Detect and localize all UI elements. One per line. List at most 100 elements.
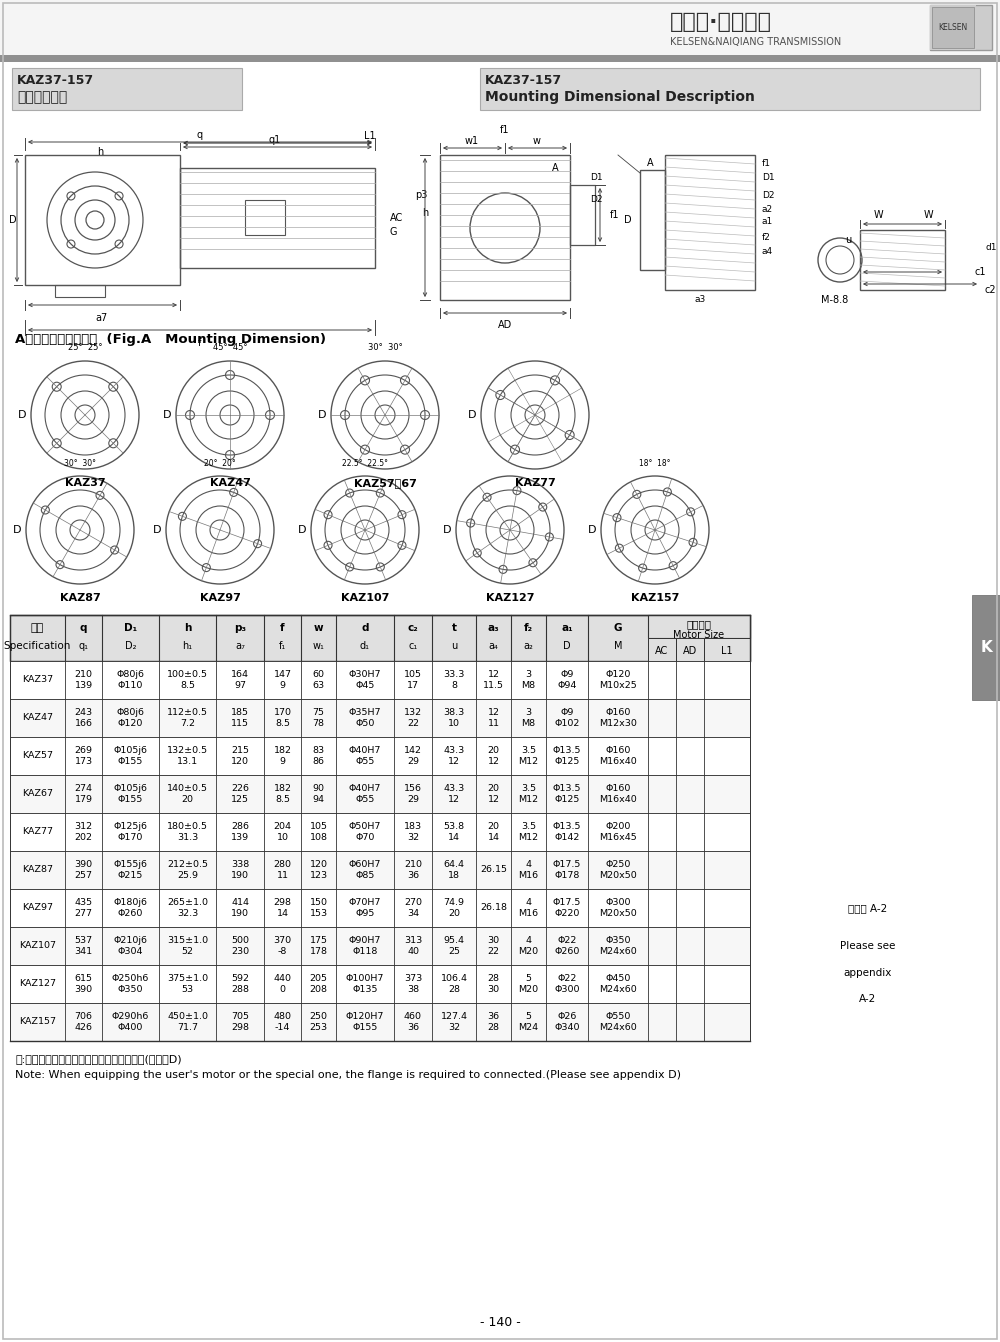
Text: Φ155j6
Φ215: Φ155j6 Φ215 xyxy=(114,860,148,880)
Text: 205
208: 205 208 xyxy=(310,973,328,994)
Text: 20
14: 20 14 xyxy=(488,821,500,843)
Text: Φ35H7
Φ50: Φ35H7 Φ50 xyxy=(349,707,381,729)
Text: Φ50H7
Φ70: Φ50H7 Φ70 xyxy=(349,821,381,843)
Text: 215
120: 215 120 xyxy=(231,746,249,766)
Bar xyxy=(55,285,105,297)
Text: a3: a3 xyxy=(694,294,706,303)
Text: 20°  20°: 20° 20° xyxy=(204,459,236,468)
Text: Φ22
Φ300: Φ22 Φ300 xyxy=(554,973,580,994)
Text: KAZ77: KAZ77 xyxy=(515,478,555,488)
Text: Φ9
Φ94: Φ9 Φ94 xyxy=(557,670,577,690)
Bar xyxy=(676,637,704,662)
Text: 142
29: 142 29 xyxy=(404,746,422,766)
Text: a₂: a₂ xyxy=(524,641,533,651)
Text: Φ17.5
Φ220: Φ17.5 Φ220 xyxy=(553,898,581,918)
Text: 5
M20: 5 M20 xyxy=(518,973,539,994)
Text: 269
173: 269 173 xyxy=(74,746,93,766)
Text: Φ13.5
Φ125: Φ13.5 Φ125 xyxy=(553,746,581,766)
Text: Φ17.5
Φ178: Φ17.5 Φ178 xyxy=(553,860,581,880)
Text: Φ200
M16x45: Φ200 M16x45 xyxy=(599,821,637,843)
Text: 183
32: 183 32 xyxy=(404,821,422,843)
Text: 440
0: 440 0 xyxy=(274,973,292,994)
Text: a₄: a₄ xyxy=(489,641,498,651)
Text: w1: w1 xyxy=(465,136,479,146)
Text: KAZ37-157: KAZ37-157 xyxy=(17,74,94,86)
Text: p3: p3 xyxy=(416,191,428,200)
Text: 450±1.0
71.7: 450±1.0 71.7 xyxy=(167,1012,208,1032)
Text: KAZ47: KAZ47 xyxy=(210,478,250,488)
Text: 210
139: 210 139 xyxy=(74,670,93,690)
Text: 312
202: 312 202 xyxy=(74,821,93,843)
Text: Specification: Specification xyxy=(4,641,71,651)
Text: 74.9
20: 74.9 20 xyxy=(444,898,464,918)
Text: c2: c2 xyxy=(984,285,996,295)
Text: D: D xyxy=(298,525,306,535)
Text: D: D xyxy=(318,411,326,420)
Text: 105
108: 105 108 xyxy=(310,821,328,843)
Text: 537
341: 537 341 xyxy=(74,935,93,957)
Text: 53.8
14: 53.8 14 xyxy=(443,821,465,843)
Text: c1: c1 xyxy=(974,267,986,276)
Text: Φ105j6
Φ155: Φ105j6 Φ155 xyxy=(114,784,148,804)
Text: 12
11.5: 12 11.5 xyxy=(483,670,504,690)
Text: 210
36: 210 36 xyxy=(404,860,422,880)
Text: W: W xyxy=(873,209,883,220)
Text: D₂: D₂ xyxy=(125,641,136,651)
Text: 132
22: 132 22 xyxy=(404,707,422,729)
Text: Note: When equipping the user's motor or the special one, the flange is required: Note: When equipping the user's motor or… xyxy=(15,1070,681,1080)
Text: a₇: a₇ xyxy=(235,641,245,651)
Text: KELSEN&NAIQIANG TRANSMISSION: KELSEN&NAIQIANG TRANSMISSION xyxy=(670,38,841,47)
Text: D: D xyxy=(468,411,476,420)
Text: Φ9
Φ102: Φ9 Φ102 xyxy=(554,707,580,729)
Text: Φ60H7
Φ85: Φ60H7 Φ85 xyxy=(349,860,381,880)
Text: D: D xyxy=(153,525,161,535)
Text: w: w xyxy=(314,623,323,633)
Text: 500
230: 500 230 xyxy=(231,935,249,957)
Bar xyxy=(10,1002,750,1041)
Text: KAZ87: KAZ87 xyxy=(22,866,53,875)
Text: Φ80j6
Φ120: Φ80j6 Φ120 xyxy=(116,707,144,729)
Text: KAZ37-157: KAZ37-157 xyxy=(485,74,562,86)
Text: h: h xyxy=(97,148,103,157)
Text: Φ160
M16x40: Φ160 M16x40 xyxy=(599,746,637,766)
Text: 26.18: 26.18 xyxy=(480,903,507,913)
Text: 132±0.5
13.1: 132±0.5 13.1 xyxy=(167,746,208,766)
Text: 182
8.5: 182 8.5 xyxy=(274,784,292,804)
Bar xyxy=(570,185,595,246)
Text: h₁: h₁ xyxy=(182,641,193,651)
Bar xyxy=(12,68,242,110)
Text: 280
11: 280 11 xyxy=(274,860,292,880)
Bar xyxy=(0,55,1000,62)
Text: AD: AD xyxy=(683,646,697,656)
Text: 414
190: 414 190 xyxy=(231,898,249,918)
Text: 电机尺寸: 电机尺寸 xyxy=(686,619,712,629)
Text: Φ40H7
Φ55: Φ40H7 Φ55 xyxy=(349,746,381,766)
Bar xyxy=(704,637,750,662)
Text: A向法兰安装结构尺寸  (Fig.A   Mounting Dimension): A向法兰安装结构尺寸 (Fig.A Mounting Dimension) xyxy=(15,334,326,346)
Text: 5
M24: 5 M24 xyxy=(518,1012,539,1032)
Text: AC: AC xyxy=(655,646,669,656)
Text: 164
97: 164 97 xyxy=(231,670,249,690)
Text: D: D xyxy=(563,641,571,651)
Text: Φ120
M10x25: Φ120 M10x25 xyxy=(599,670,637,690)
Bar xyxy=(860,229,945,290)
Text: 265±1.0
32.3: 265±1.0 32.3 xyxy=(167,898,208,918)
Bar xyxy=(480,68,980,110)
Text: 373
38: 373 38 xyxy=(404,973,422,994)
Bar xyxy=(932,7,974,48)
Text: 274
179: 274 179 xyxy=(74,784,92,804)
Text: 95.4
25: 95.4 25 xyxy=(444,935,464,957)
Text: 36
28: 36 28 xyxy=(487,1012,500,1032)
Text: Φ250h6
Φ350: Φ250h6 Φ350 xyxy=(112,973,149,994)
Text: A-2: A-2 xyxy=(859,994,877,1004)
Text: Φ105j6
Φ155: Φ105j6 Φ155 xyxy=(114,746,148,766)
Text: Φ180j6
Φ260: Φ180j6 Φ260 xyxy=(114,898,148,918)
Text: a4: a4 xyxy=(762,247,773,256)
Text: 100±0.5
8.5: 100±0.5 8.5 xyxy=(167,670,208,690)
Text: Mounting Dimensional Description: Mounting Dimensional Description xyxy=(485,90,755,103)
Text: Φ13.5
Φ142: Φ13.5 Φ142 xyxy=(553,821,581,843)
Text: - 140 -: - 140 - xyxy=(480,1315,520,1329)
Text: Φ22
Φ260: Φ22 Φ260 xyxy=(554,935,580,957)
Text: h: h xyxy=(422,208,428,217)
Text: M: M xyxy=(614,641,622,651)
